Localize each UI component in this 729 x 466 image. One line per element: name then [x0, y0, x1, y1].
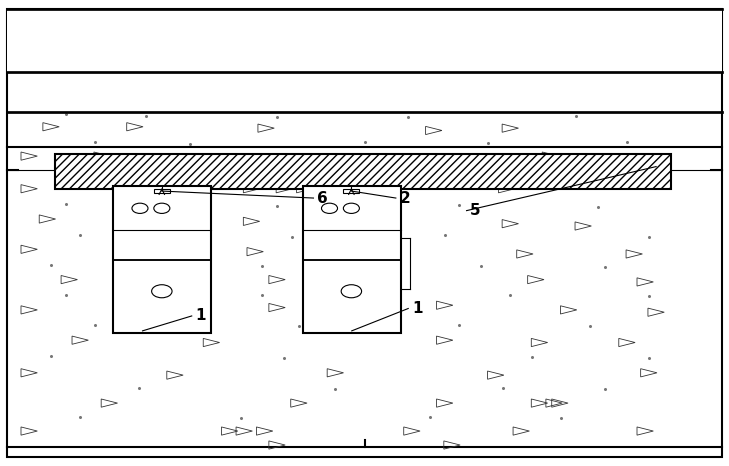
- Bar: [55, 154, 671, 189]
- Bar: [154, 189, 170, 193]
- Text: 5: 5: [470, 203, 481, 218]
- Bar: [343, 189, 359, 193]
- Text: 1: 1: [195, 308, 206, 323]
- Text: 2: 2: [399, 191, 410, 206]
- Text: 6: 6: [317, 191, 328, 206]
- Text: 1: 1: [412, 301, 422, 316]
- Bar: [113, 186, 211, 333]
- Bar: [7, 9, 722, 72]
- Bar: [303, 186, 401, 333]
